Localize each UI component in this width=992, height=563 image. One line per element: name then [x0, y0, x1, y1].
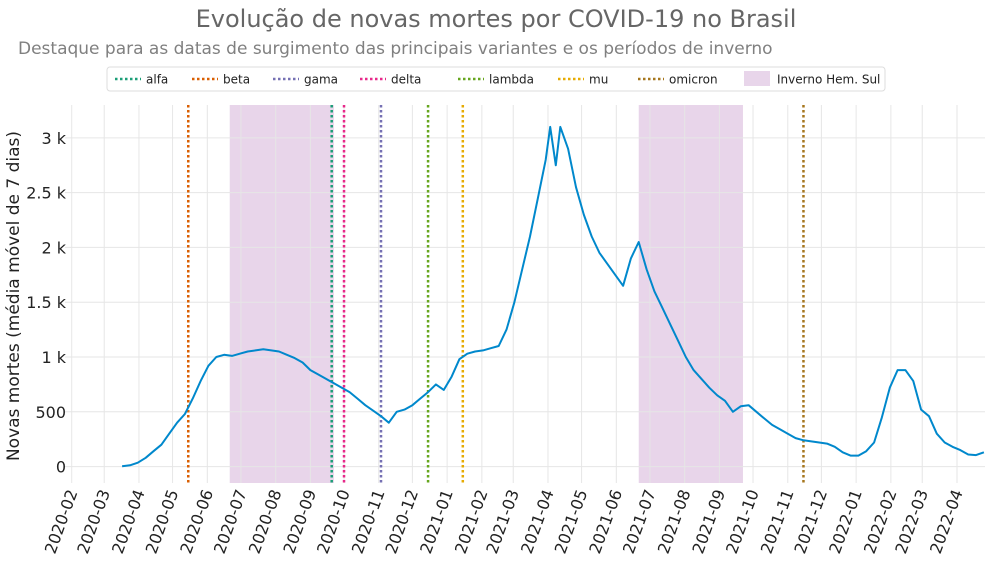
y-tick-label: 2.5 k [26, 184, 67, 203]
series-line-1 [121, 125, 985, 468]
legend-frame [106, 66, 886, 92]
x-tick-label: 2021-08 [654, 487, 695, 556]
x-tick-label: 2020-12 [381, 487, 422, 556]
y-axis-label: Novas mortes (média móvel de 7 dias) [4, 131, 24, 461]
y-axis-ticks: 0 500 1 k 1.5 k 2 k 2.5 k 3 k [26, 129, 67, 477]
y-tick-label: 1.5 k [26, 293, 67, 312]
legend: alfa beta gama delta lambda mu omicron Inverno … [106, 66, 886, 92]
legend-swatch-winter [744, 71, 770, 86]
legend-label-gama: gama [304, 73, 338, 87]
x-tick-label: 2022-01 [825, 487, 866, 556]
x-tick-label: 2022-04 [926, 487, 967, 556]
y-tick-label: 2 k [41, 238, 66, 257]
x-tick-label: 2020-07 [210, 487, 251, 556]
legend-label-lambda: lambda [489, 73, 534, 87]
x-axis-ticks: 2020-022020-032020-042020-052020-062020-… [41, 487, 967, 556]
winter-band-1 [229, 105, 334, 483]
x-tick-label: 2021-10 [722, 487, 763, 556]
x-tick-label: 2020-05 [142, 487, 183, 556]
x-tick-label: 2021-05 [551, 487, 592, 556]
legend-label-delta: delta [391, 73, 421, 87]
y-tick-label: 0 [56, 458, 66, 477]
variant-lines [187, 105, 805, 483]
x-tick-label: 2020-10 [313, 487, 354, 556]
x-tick-label: 2021-01 [416, 487, 457, 556]
legend-label-mu: mu [589, 73, 608, 87]
legend-label-omicron: omicron [669, 73, 718, 87]
y-tick-label: 3 k [41, 129, 66, 148]
chart-subtitle: Destaque para as datas de surgimento das… [18, 39, 773, 59]
legend-label-beta: beta [223, 73, 250, 87]
winter-bands [229, 105, 743, 483]
legend-label-winter: Inverno Hem. Sul [777, 73, 880, 87]
series [121, 125, 985, 468]
x-tick-label: 2021-07 [619, 487, 660, 556]
winter-band-2 [638, 105, 743, 483]
chart-title: Evolução de novas mortes por COVID-19 no… [196, 5, 797, 33]
y-tick-label: 500 [35, 403, 66, 422]
legend-label-alfa: alfa [146, 73, 168, 87]
x-tick-label: 2020-08 [245, 487, 286, 556]
y-tick-label: 1 k [41, 348, 66, 367]
x-tick-label: 2021-12 [790, 487, 831, 556]
grid [65, 105, 985, 483]
